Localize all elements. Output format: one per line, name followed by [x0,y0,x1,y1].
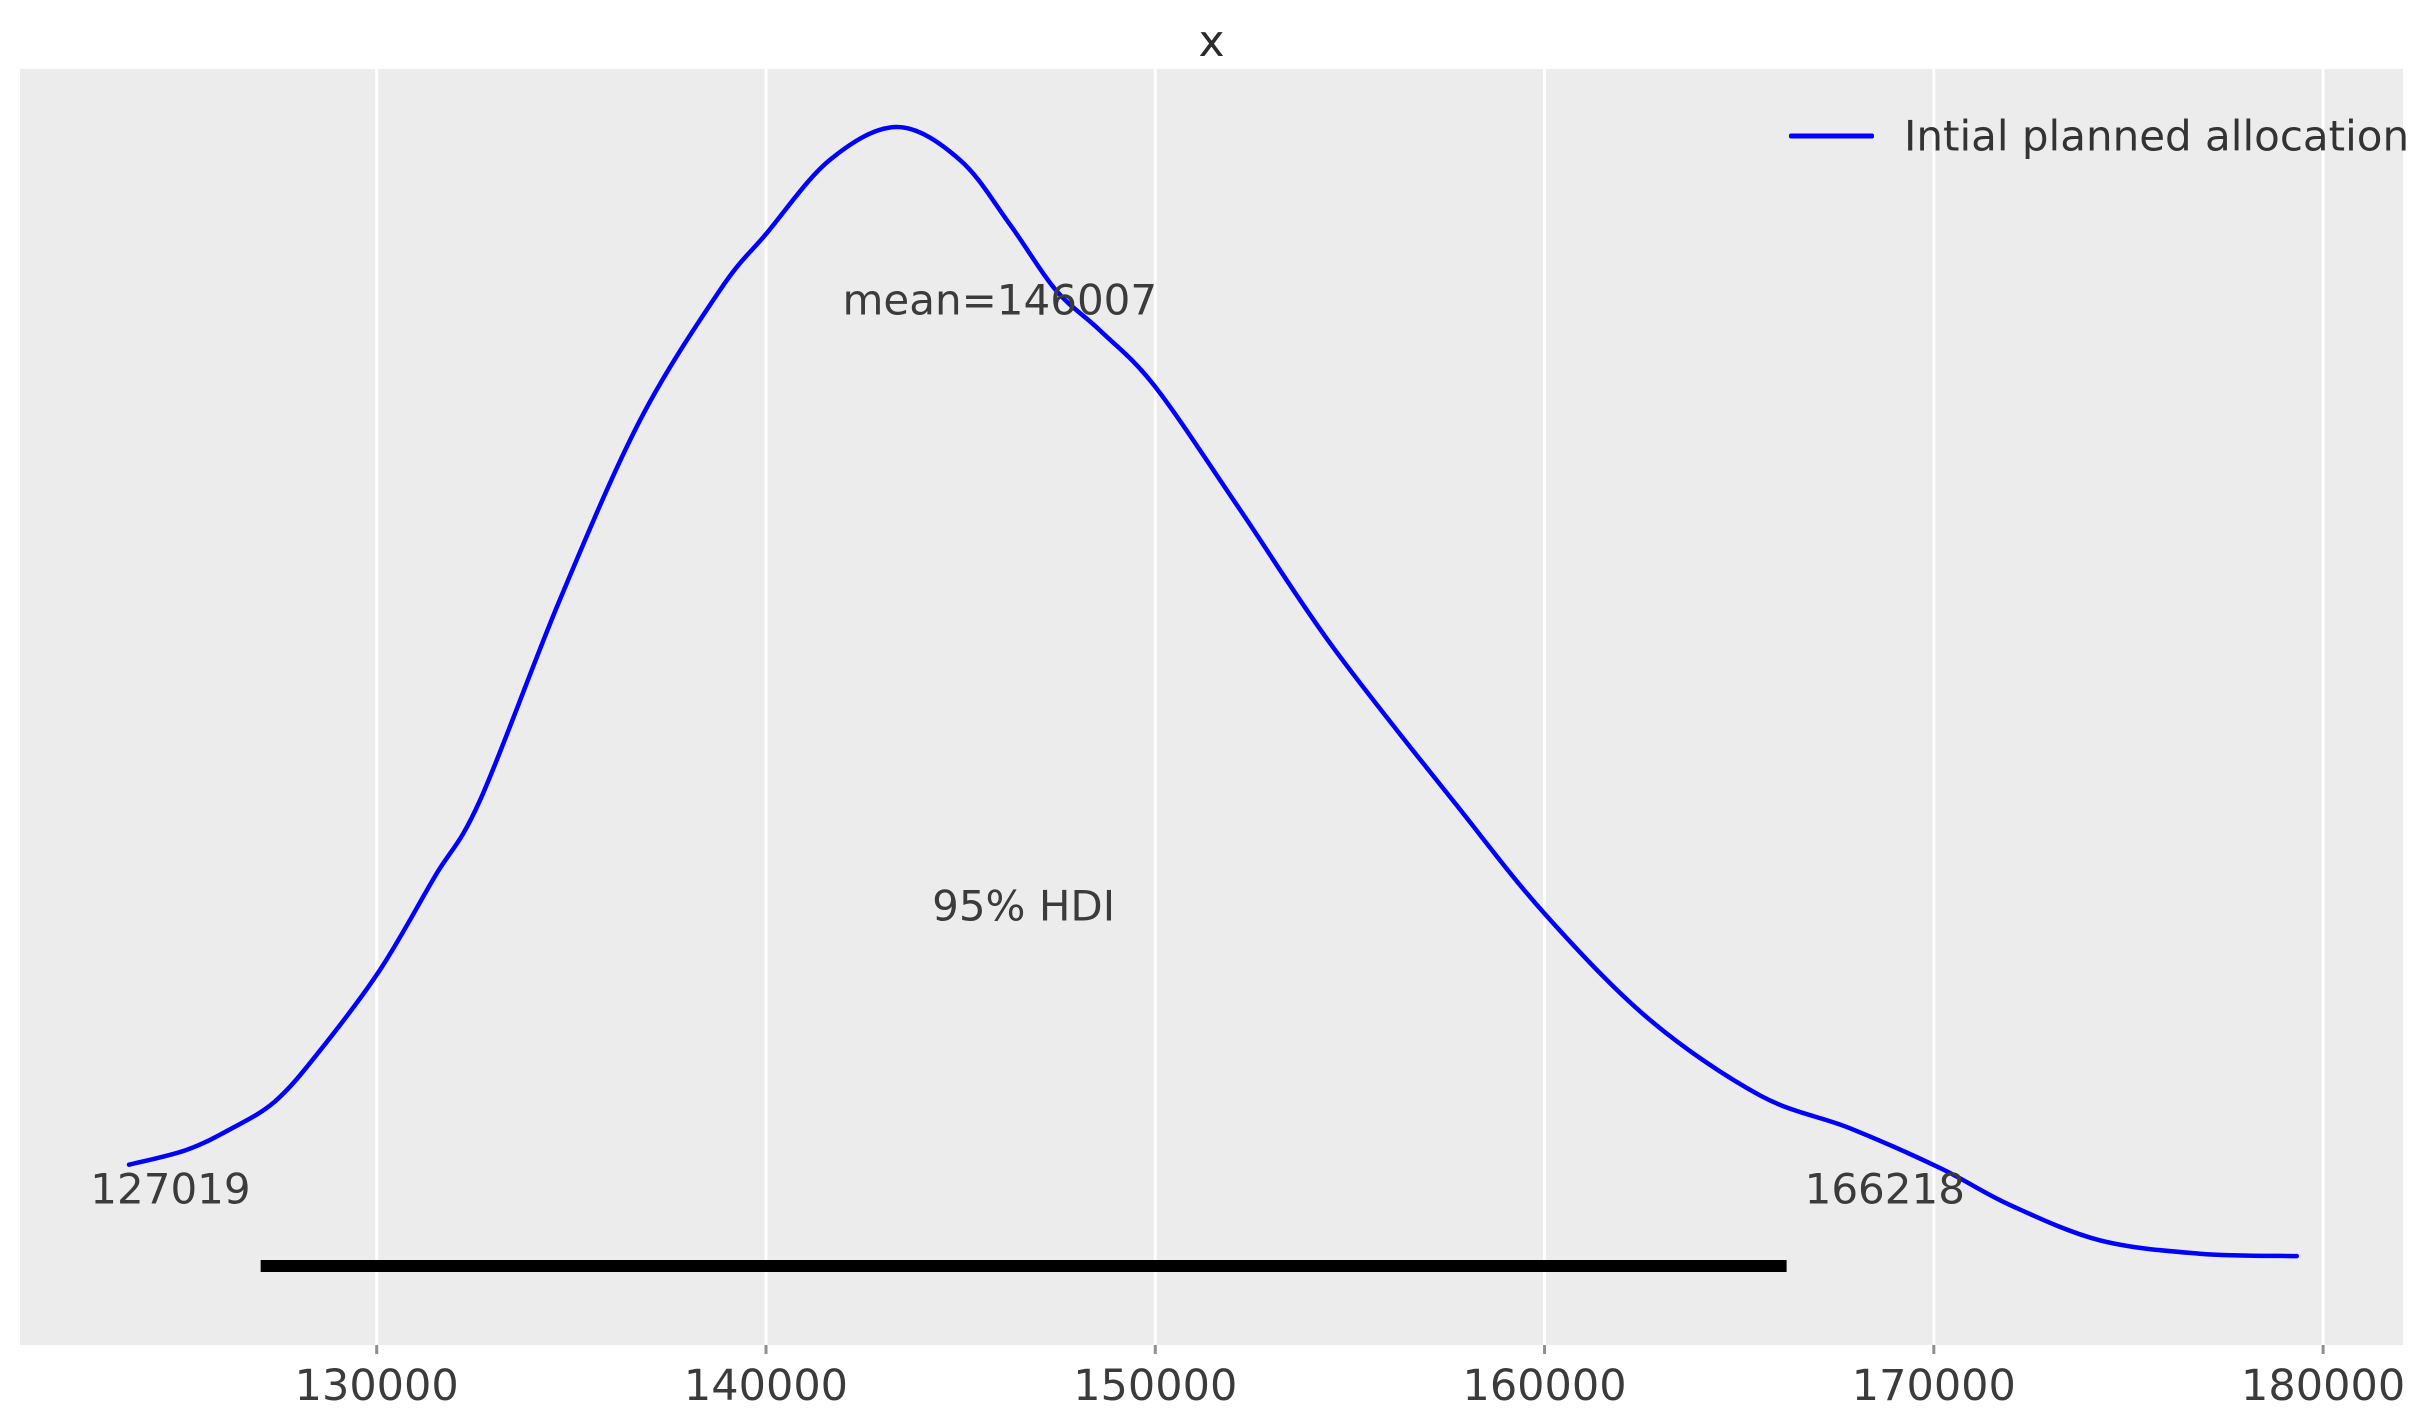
kde-curve-initial-planned-allocation [126,124,2300,1259]
x-tick-label-140000: 140000 [683,1361,849,1411]
x-gridlines [375,69,2325,1345]
hdi-lower-bound-label: 127019 [90,1164,251,1214]
plot-background [20,69,2403,1345]
x-tick-label-170000: 170000 [1851,1361,2016,1411]
hdi-upper-bound-label: 166218 [1804,1164,1965,1214]
plot-title: x [1198,16,1225,67]
legend-line-icon [1789,133,1874,139]
x-tick-marks [375,1345,2325,1354]
legend-label: Intial planned allocation [1904,111,2410,161]
x-tick-label-130000: 130000 [294,1361,459,1411]
legend: Intial planned allocation [1789,112,2409,161]
hdi-title-annotation: 95% HDI [932,881,1116,931]
mean-annotation: mean=146007 [842,275,1158,325]
x-tick-label-180000: 180000 [2241,1361,2406,1411]
x-tick-label-160000: 160000 [1462,1361,1627,1411]
x-tick-label-150000: 150000 [1073,1361,1238,1411]
